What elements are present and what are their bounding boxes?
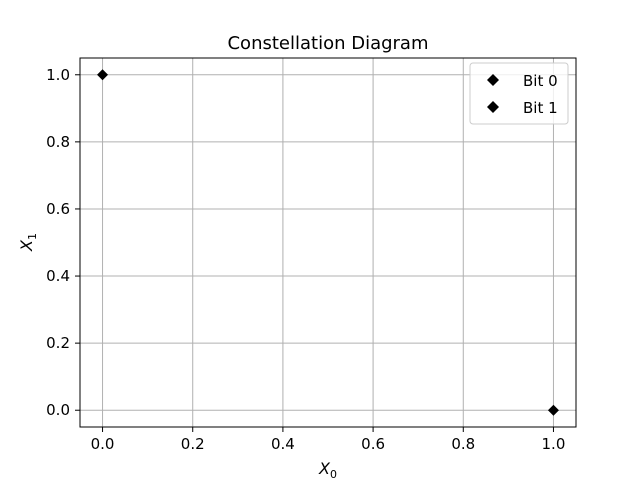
legend-markers	[487, 74, 499, 113]
data-point-bit-1	[97, 69, 109, 81]
x-tick-label: 0.4	[271, 435, 295, 453]
y-axis-label-subscript: 1	[26, 233, 39, 240]
grid-lines	[80, 58, 576, 427]
y-tick-label: 1.0	[46, 66, 70, 84]
x-tick-label: 0.2	[181, 435, 205, 453]
legend-marker-bit-0	[487, 74, 499, 86]
x-axis-label-main: X	[318, 459, 331, 478]
x-tick-label: 0.8	[451, 435, 475, 453]
plot-area-frame	[79, 57, 577, 428]
y-axis-label: X1	[17, 233, 39, 252]
y-tick-label: 0.4	[46, 267, 70, 285]
data-points	[97, 69, 559, 416]
legend: Bit 0 Bit 1	[469, 62, 569, 125]
legend-marker-bit-1	[487, 101, 499, 113]
y-tick-label: 0.8	[46, 133, 70, 151]
data-point-bit-0	[547, 404, 559, 416]
legend-label-bit-0: Bit 0	[523, 72, 558, 90]
x-tick-label: 0.6	[361, 435, 385, 453]
axis-ticks: 0.0 0.2 0.4 0.6 0.8 1.0 0.0 0.2 0.4 0.6 0.8 1.0	[46, 66, 565, 453]
legend-label-bit-1: Bit 1	[523, 99, 558, 117]
y-tick-label: 0.0	[46, 401, 70, 419]
x-axis-label: X0	[318, 459, 337, 480]
y-tick-label: 0.6	[46, 200, 70, 218]
chart-title: Constellation Diagram	[227, 33, 428, 54]
x-tick-label: 0.0	[91, 435, 115, 453]
y-tick-label: 0.2	[46, 334, 70, 352]
y-axis-label-main: X	[17, 239, 36, 252]
x-axis-label-subscript: 0	[330, 468, 337, 480]
x-tick-label: 1.0	[542, 435, 566, 453]
